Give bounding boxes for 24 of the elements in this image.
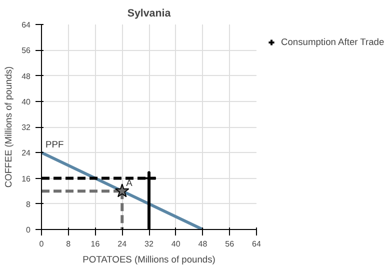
- x-tick-label: 32: [144, 240, 154, 248]
- y-axis-title: COFFEE (Millions of pounds): [4, 66, 14, 188]
- y-tick-label: 0: [26, 226, 32, 234]
- y-tick-label: 56: [22, 46, 32, 56]
- chart-title: Sylvania: [127, 8, 171, 20]
- y-tick-label: 32: [22, 123, 32, 132]
- x-tick-label: 8: [66, 240, 72, 248]
- y-tick-label: 16: [22, 174, 32, 184]
- legend-label: Consumption After Trade: [281, 37, 384, 47]
- x-tick-label: 48: [198, 240, 208, 248]
- x-tick-label: 24: [118, 240, 128, 248]
- x-tick-label: 40: [171, 240, 181, 248]
- y-tick-label: 48: [22, 72, 32, 81]
- x-tick-label: 56: [225, 240, 235, 248]
- annotation: A: [126, 178, 134, 188]
- y-tick-label: 64: [22, 20, 32, 30]
- x-tick-label: 16: [90, 240, 100, 248]
- y-tick-label: 8: [26, 200, 32, 209]
- y-tick-label: 40: [22, 97, 32, 106]
- x-tick-label: 64: [252, 240, 262, 248]
- y-tick-label: 24: [22, 148, 32, 158]
- annotation: PPF: [46, 140, 64, 150]
- x-axis-title: POTATOES (Millions of pounds): [82, 254, 216, 264]
- x-tick-label: 0: [39, 240, 44, 248]
